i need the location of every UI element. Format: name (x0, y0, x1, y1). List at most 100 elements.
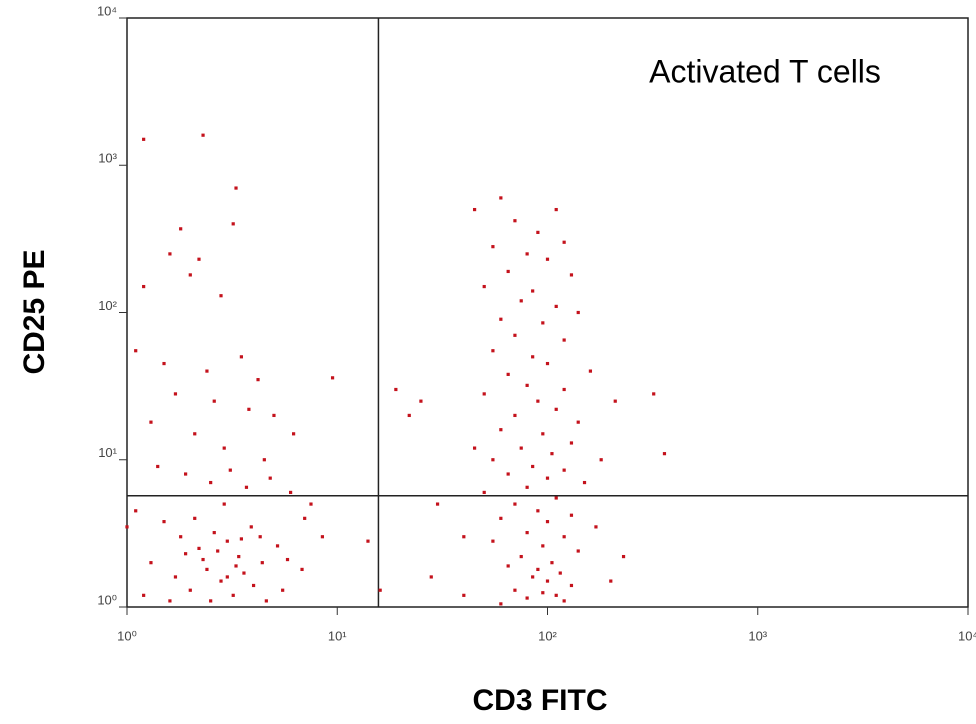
point (201, 133, 205, 137)
point (462, 593, 466, 597)
point (569, 441, 574, 445)
point (491, 245, 495, 249)
point (435, 502, 440, 506)
point (184, 552, 188, 556)
point (179, 227, 183, 231)
x-tick-label: 10² (538, 628, 557, 643)
point (588, 369, 593, 373)
point (285, 557, 290, 562)
point (513, 588, 517, 592)
point (289, 490, 293, 495)
point (225, 539, 229, 543)
point (216, 549, 220, 553)
point (419, 399, 423, 403)
point (599, 458, 603, 462)
point (562, 468, 566, 472)
point (536, 399, 540, 403)
point (205, 567, 209, 572)
point (499, 196, 503, 200)
y-tick-label: 10² (98, 298, 117, 313)
point (219, 294, 223, 298)
point (407, 413, 411, 418)
point (134, 349, 138, 353)
point (228, 468, 232, 472)
point (531, 575, 535, 579)
point (472, 446, 477, 450)
point (513, 413, 517, 418)
y-tick-label: 10¹ (98, 445, 117, 460)
point (429, 575, 433, 579)
point (562, 338, 566, 342)
point (258, 535, 262, 539)
point (268, 476, 272, 480)
point (506, 564, 510, 568)
point (205, 369, 209, 373)
x-axis-title: CD3 FITC (473, 684, 608, 717)
point (366, 539, 370, 543)
y-tick-label: 10⁰ (97, 592, 117, 607)
point (149, 420, 153, 424)
point (168, 252, 172, 256)
point (506, 472, 510, 476)
point (247, 407, 251, 411)
point (576, 420, 580, 424)
point (491, 349, 495, 353)
point (249, 525, 253, 529)
point (554, 496, 558, 500)
point (506, 269, 510, 274)
point (309, 502, 313, 506)
y-tick-label: 10⁴ (97, 3, 117, 18)
point (594, 525, 598, 529)
point (472, 207, 477, 212)
point (125, 525, 129, 529)
point (499, 602, 503, 606)
point (569, 513, 574, 517)
point (506, 372, 510, 376)
point (576, 310, 580, 315)
point (173, 575, 178, 579)
point (197, 546, 201, 551)
point (303, 516, 307, 520)
point (482, 490, 486, 495)
point (541, 544, 545, 548)
point (513, 219, 517, 223)
point (142, 593, 146, 597)
point (550, 561, 554, 565)
point (531, 355, 535, 359)
point (234, 564, 238, 568)
point (531, 464, 535, 469)
point (134, 509, 138, 513)
point (545, 579, 550, 583)
point (162, 361, 166, 366)
point (260, 561, 264, 565)
point (184, 472, 188, 476)
x-tick-label: 10⁴ (958, 628, 976, 643)
point (491, 539, 495, 543)
point (499, 428, 503, 432)
y-axis-title: CD25 PE (18, 249, 51, 374)
point (212, 399, 216, 403)
point (513, 502, 517, 506)
point (662, 452, 667, 456)
point (554, 207, 558, 212)
x-tick-label: 10¹ (328, 628, 347, 643)
point (652, 392, 656, 396)
point (179, 535, 183, 539)
point (142, 137, 146, 141)
point (582, 480, 587, 485)
point (292, 432, 296, 436)
point (219, 579, 223, 583)
y-tick-label: 10³ (98, 151, 117, 166)
point (209, 599, 213, 603)
point (242, 571, 246, 575)
point (275, 544, 280, 548)
point (193, 516, 197, 520)
point (525, 596, 529, 600)
point (212, 531, 216, 535)
point (569, 273, 574, 277)
point (225, 575, 229, 579)
point (519, 299, 523, 303)
point (209, 480, 213, 485)
point (545, 520, 550, 524)
